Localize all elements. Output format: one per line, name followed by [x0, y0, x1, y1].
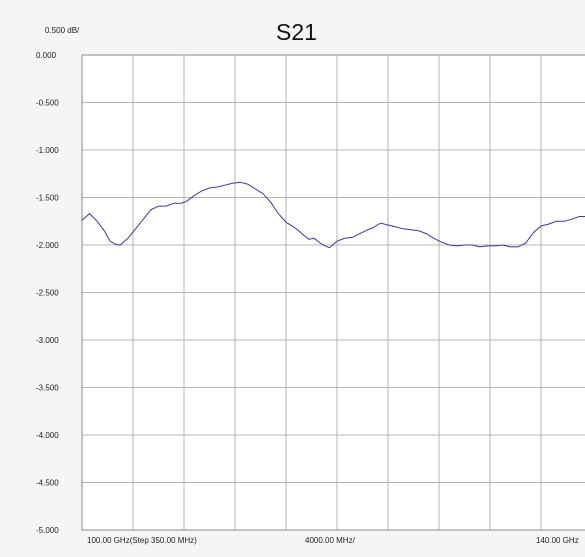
y-tick-label: -1.500: [36, 194, 59, 203]
y-tick-label: -5.000: [36, 526, 59, 535]
y-tick-label: -3.000: [36, 336, 59, 345]
y-tick-label: -3.500: [36, 384, 59, 393]
series-line-s21: [81, 181, 585, 249]
plot-frame: [81, 54, 585, 531]
y-tick-label: -4.500: [36, 479, 59, 488]
scale-label: 0.500 dB/: [45, 26, 80, 35]
y-tick-label: -4.000: [36, 431, 59, 440]
y-tick-label: -1.000: [36, 146, 59, 155]
y-tick-label: -2.500: [36, 289, 59, 298]
x-stop-label: 140.00 GHz: [536, 536, 579, 545]
x-center-label: 4000.00 MHz/: [305, 536, 356, 545]
chart-title: S21: [276, 19, 317, 45]
y-tick-label: -0.500: [36, 99, 59, 108]
y-tick-label: -2.000: [36, 241, 59, 250]
x-start-label: 100.00 GHz(Step 350.00 MHz): [87, 536, 197, 545]
grid: [82, 55, 585, 530]
y-tick-label: 0.000: [36, 51, 57, 60]
y-tick-labels: 0.000 -0.500 -1.000 -1.500 -2.000 -2.500 -3.00…: [36, 51, 59, 535]
